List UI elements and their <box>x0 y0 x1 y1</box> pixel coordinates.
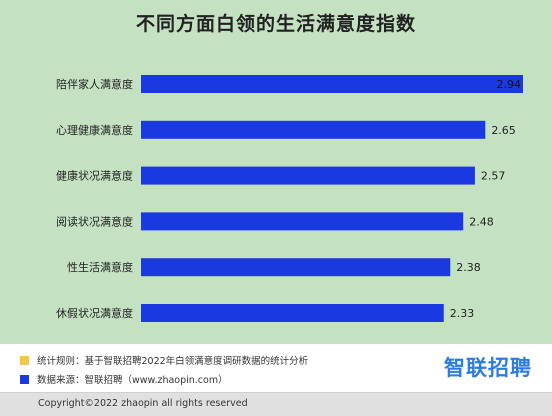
category-label: 健康状况满意度 <box>56 169 133 183</box>
zhaopin-logo: 智联招聘 <box>444 356 532 380</box>
source-note-text: 数据来源：智联招聘（www.zhaopin.com） <box>37 375 228 386</box>
category-label: 心理健康满意度 <box>56 123 133 137</box>
bar <box>141 258 451 277</box>
bar <box>141 166 475 185</box>
bar <box>141 120 486 139</box>
value-label: 2.94 <box>497 78 522 91</box>
method-legend-swatch <box>20 355 29 365</box>
bar <box>141 304 444 322</box>
copyright-bar: Copyright©2022 zhaopin all rights reserv… <box>0 392 552 416</box>
bar <box>141 75 523 93</box>
value-label: 2.33 <box>450 307 475 320</box>
bar <box>141 212 464 231</box>
chart-title: 不同方面白领的生活满意度指数 <box>135 13 416 35</box>
method-note: 统计规则：基于智联招聘2022年白领满意度调研数据的统计分析 <box>20 353 308 367</box>
category-label: 阅读状况满意度 <box>56 214 133 228</box>
category-label: 陪伴家人满意度 <box>56 77 133 91</box>
method-note-text: 统计规则：基于智联招聘2022年白领满意度调研数据的统计分析 <box>37 356 309 367</box>
value-label: 2.38 <box>456 261 481 274</box>
value-label: 2.48 <box>469 215 494 228</box>
source-legend-swatch <box>20 374 29 384</box>
footer-notes: 统计规则：基于智联招聘2022年白领满意度调研数据的统计分析 数据来源：智联招聘… <box>0 344 552 390</box>
value-label: 2.65 <box>491 124 515 137</box>
value-label: 2.57 <box>481 170 506 183</box>
copyright-text: Copyright©2022 zhaopin all rights reserv… <box>38 398 248 409</box>
bar-chart: 陪伴家人满意度 2.94 心理健康满意度 2.65 健康状况满意度 2.57 阅读状况满意度… <box>56 75 523 322</box>
source-note: 数据来源：智联招聘（www.zhaopin.com） <box>20 372 228 386</box>
category-label: 休假状况满意度 <box>56 306 133 320</box>
chart-area: 不同方面白领的生活满意度指数 陪伴家人满意度 2.94 心理健康满意度 2.65 健康状… <box>0 0 552 344</box>
category-label: 性生活满意度 <box>67 260 133 274</box>
